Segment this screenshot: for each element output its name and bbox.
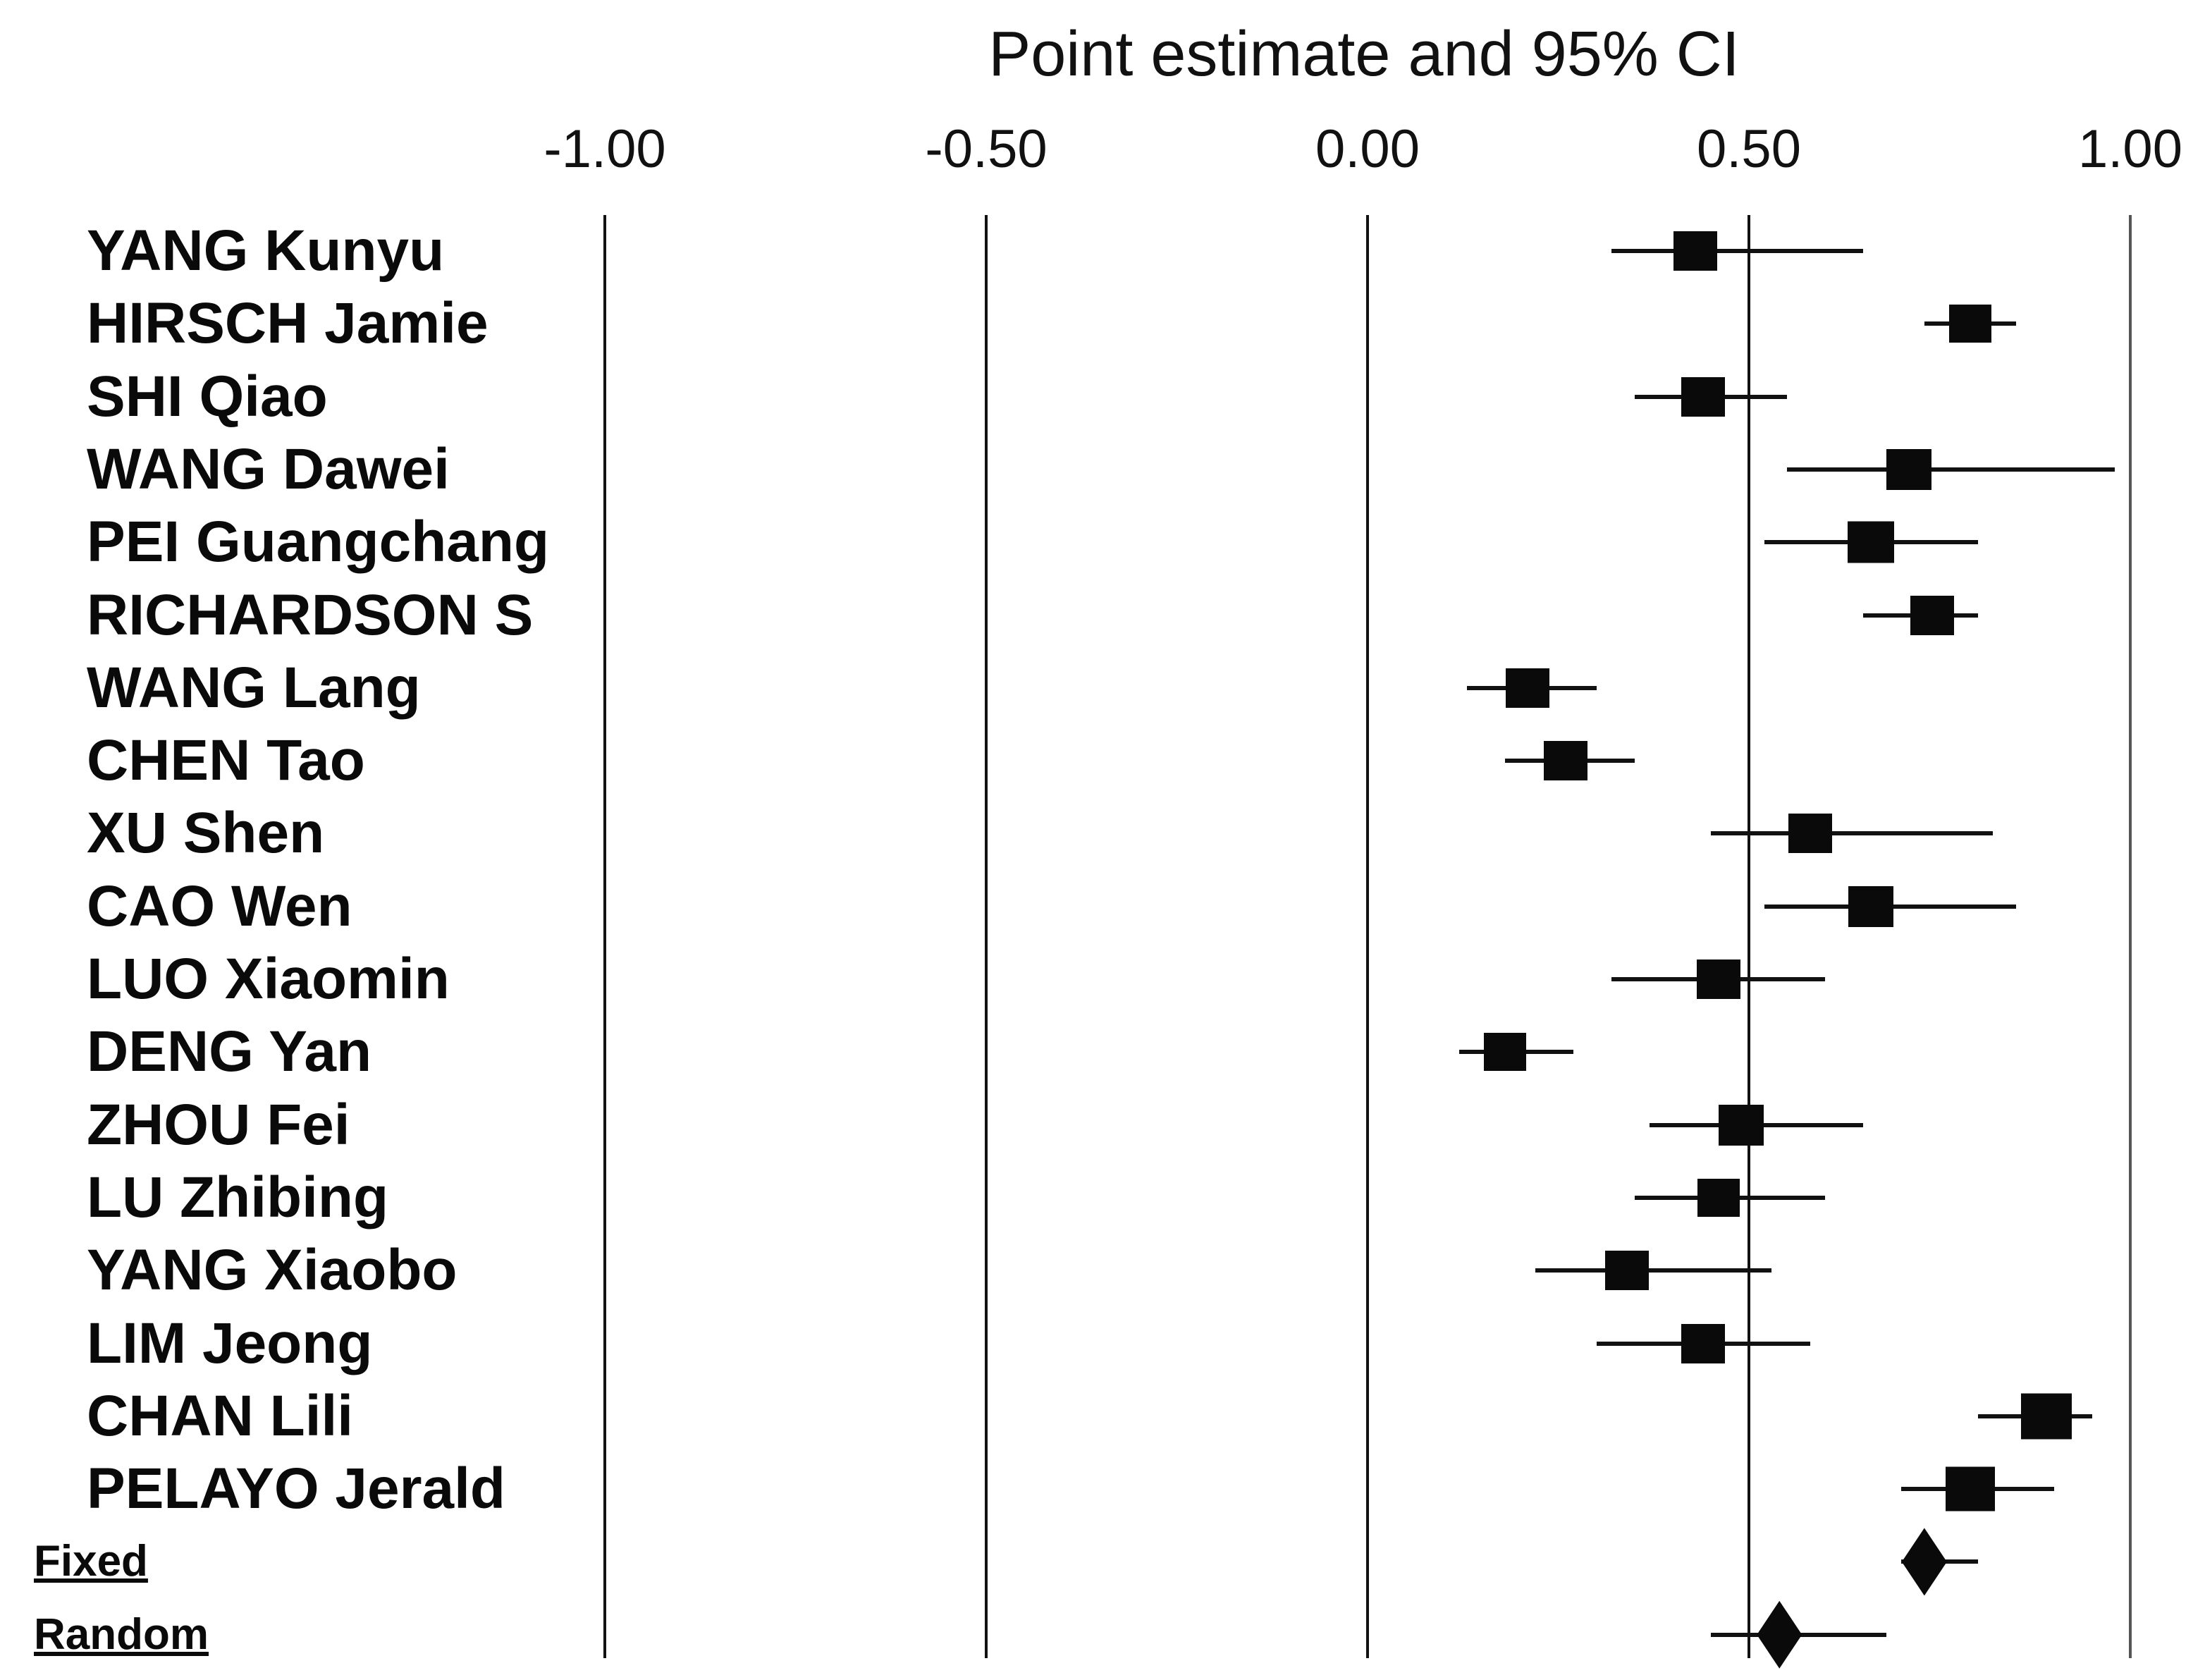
x-tick-label: -1.00 (543, 119, 666, 179)
gridline-0.00 (1366, 215, 1369, 1658)
point-estimate-square (1681, 1323, 1726, 1363)
point-estimate-square (1673, 231, 1718, 271)
gridline-0.50 (1748, 215, 1750, 1658)
study-label: SHI Qiao (87, 364, 328, 429)
study-label: DENG Yan (87, 1019, 372, 1084)
point-estimate-square (1506, 668, 1550, 708)
point-estimate-square (1483, 1033, 1526, 1072)
study-label: LIM Jeong (87, 1311, 373, 1375)
ci-line (1710, 831, 1994, 836)
point-estimate-square (1945, 1466, 1995, 1512)
point-estimate-square (1604, 1251, 1649, 1291)
point-estimate-square (1681, 376, 1726, 417)
study-label: YANG Xiaobo (87, 1238, 457, 1303)
study-label: PEI Guangchang (87, 510, 550, 575)
gridline--1.00 (603, 215, 606, 1658)
x-tick-label: 0.00 (1315, 119, 1420, 179)
point-estimate-square (1948, 305, 1991, 343)
pooled-label: Fixed (34, 1537, 148, 1586)
point-estimate-square (2020, 1393, 2072, 1440)
gridline-1.00 (2129, 215, 2132, 1658)
point-estimate-square (1696, 959, 1740, 999)
study-label: ZHOU Fei (87, 1092, 350, 1157)
study-label: CHAN Lili (87, 1383, 354, 1448)
point-estimate-square (1910, 595, 1954, 635)
study-label: LUO Xiaomin (87, 947, 450, 1011)
point-estimate-square (1544, 741, 1588, 781)
point-estimate-square (1886, 448, 1932, 490)
point-estimate-square (1848, 885, 1894, 927)
point-estimate-square (1788, 814, 1832, 854)
study-label: CAO Wen (87, 873, 352, 938)
pooled-diamond (1757, 1600, 1802, 1669)
study-label: PELAYO Jerald (87, 1457, 506, 1521)
ci-line (1535, 1268, 1772, 1273)
ci-line (1611, 249, 1864, 253)
pooled-label: Random (34, 1610, 209, 1659)
study-label: CHEN Tao (87, 728, 365, 793)
pooled-diamond (1901, 1528, 1947, 1596)
chart-title: Point estimate and 95% CI (988, 19, 1740, 90)
x-tick-label: -0.50 (925, 119, 1048, 179)
study-label: HIRSCH Jamie (87, 291, 489, 356)
study-label: WANG Dawei (87, 436, 450, 501)
study-label: YANG Kunyu (87, 219, 445, 283)
ci-line (1787, 467, 2115, 472)
point-estimate-square (1719, 1104, 1764, 1146)
point-estimate-square (1848, 521, 1895, 563)
study-label: WANG Lang (87, 655, 421, 720)
study-label: RICHARDSON S (87, 582, 534, 647)
study-label: LU Zhibing (87, 1165, 389, 1230)
gridline--0.50 (985, 215, 988, 1658)
point-estimate-square (1697, 1178, 1740, 1217)
x-tick-label: 0.50 (1697, 119, 1801, 179)
x-tick-label: 1.00 (2078, 119, 2182, 179)
study-label: XU Shen (87, 801, 325, 866)
